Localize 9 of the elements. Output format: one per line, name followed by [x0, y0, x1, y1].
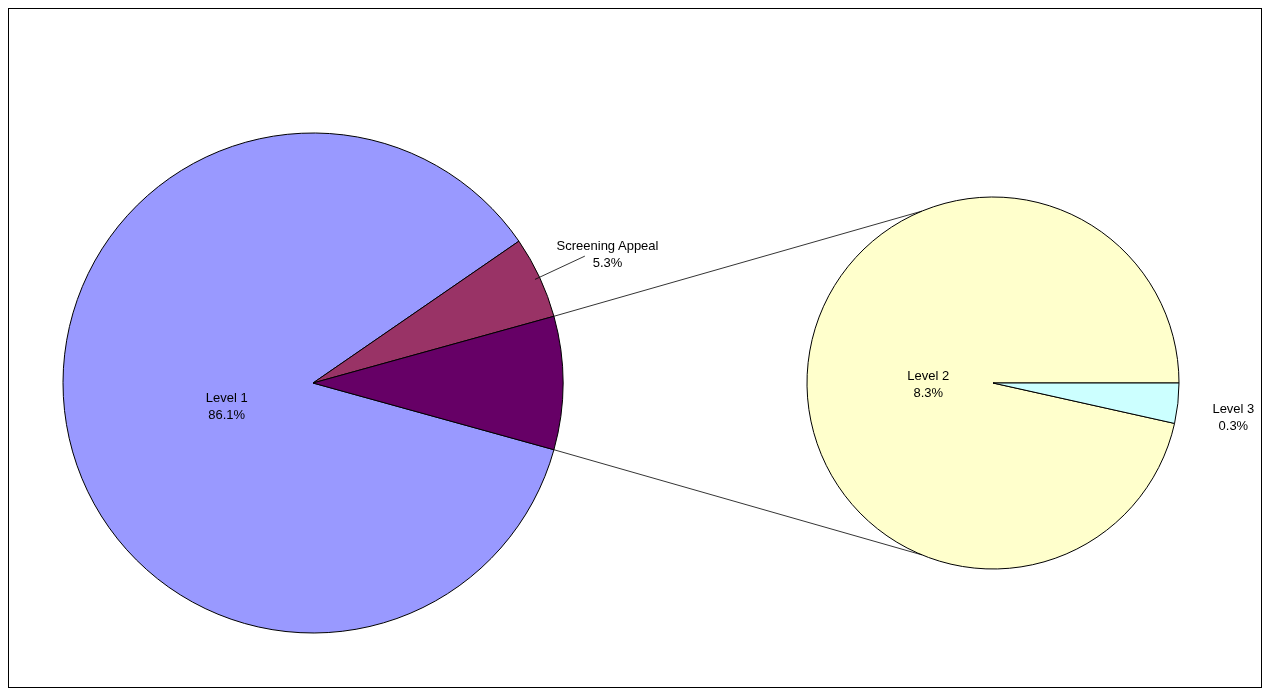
- slice-label: Screening Appeal: [556, 237, 659, 253]
- data-label: 5.3%: [592, 254, 623, 270]
- data-label: 86.1%: [208, 406, 246, 422]
- slice-label: Level 3: [1212, 401, 1255, 417]
- slice-label: Level 1: [205, 389, 248, 405]
- slice-label: Level 2: [907, 367, 950, 383]
- pie-slice: [806, 196, 1180, 570]
- data-label: 0.3%: [1218, 418, 1249, 434]
- data-label: 8.3%: [913, 384, 944, 400]
